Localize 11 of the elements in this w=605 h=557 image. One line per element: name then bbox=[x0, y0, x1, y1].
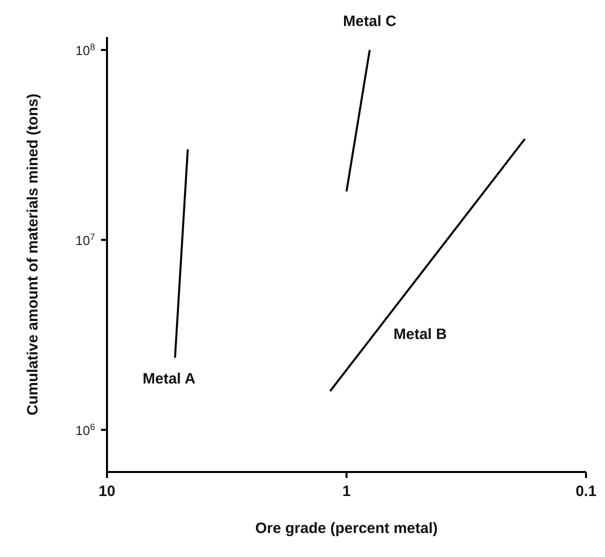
y-tick-label: 10$^{7}$ bbox=[75, 232, 95, 248]
y-tick-label: 10$^{8}$ bbox=[75, 42, 95, 58]
y-axis-title: Cumulative amount of materials mined (tons) bbox=[24, 94, 42, 416]
x-tick-label: 1 bbox=[342, 483, 351, 500]
y-tick-label: 10$^{6}$ bbox=[75, 422, 95, 438]
x-tick-label: 10 bbox=[98, 483, 116, 500]
series-label: Metal B bbox=[394, 326, 448, 344]
x-axis-title: Ore grade (percent metal) bbox=[255, 520, 438, 537]
x-tick-label: 0.1 bbox=[576, 483, 596, 500]
series-label: Metal C bbox=[343, 12, 397, 30]
series-label: Metal A bbox=[142, 370, 196, 388]
